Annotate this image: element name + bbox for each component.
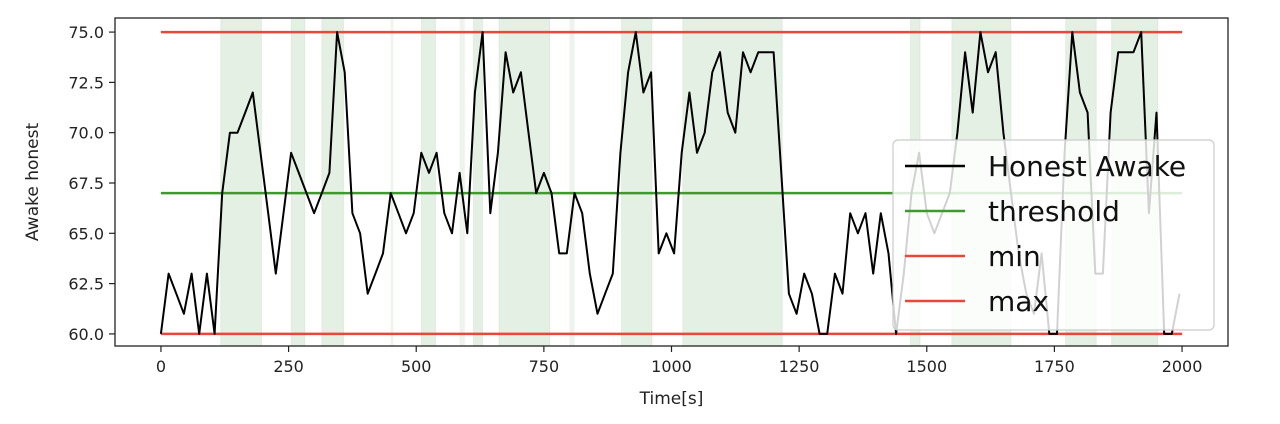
legend-label: threshold: [988, 195, 1120, 228]
shaded-region-7: [682, 17, 783, 347]
x-tick-label: 1000: [651, 357, 692, 376]
y-axis: 60.0 62.5 65.0 67.5 70.0 72.5 75.0: [68, 23, 115, 344]
x-tick-label: 0: [156, 357, 166, 376]
faint-region-2: [569, 18, 575, 346]
shaded-region-0: [220, 17, 263, 347]
y-tick-label: 62.5: [68, 275, 104, 294]
x-tick-label: 1750: [1034, 357, 1075, 376]
x-axis-label: Time[s]: [639, 389, 704, 409]
shaded-region-5: [498, 17, 551, 347]
x-tick-label: 250: [273, 357, 304, 376]
y-tick-label: 65.0: [68, 224, 104, 243]
x-tick-label: 750: [529, 357, 560, 376]
legend-label: Honest Awake: [988, 150, 1186, 183]
y-tick-label: 67.5: [68, 174, 104, 193]
x-tick-label: 1250: [779, 357, 820, 376]
legend: Honest Awake threshold min max: [892, 139, 1215, 331]
legend-box: [892, 139, 1215, 331]
legend-label: max: [988, 285, 1049, 318]
shaded-region-6: [620, 17, 653, 347]
x-axis: 0 250 500 750 1000 1250 1500 1750 2000: [156, 346, 1203, 376]
x-tick-label: 500: [401, 357, 432, 376]
y-tick-label: 75.0: [68, 23, 104, 42]
y-tick-label: 72.5: [68, 73, 104, 92]
y-tick-label: 60.0: [68, 325, 104, 344]
faint-region-0: [390, 18, 394, 346]
y-axis-label: Awake honest: [23, 123, 43, 242]
x-tick-label: 2000: [1162, 357, 1203, 376]
shaded-region-3: [420, 17, 437, 347]
legend-label: min: [988, 240, 1041, 273]
y-tick-label: 70.0: [68, 124, 104, 143]
x-tick-label: 1500: [906, 357, 947, 376]
faint-region-1: [459, 18, 465, 346]
